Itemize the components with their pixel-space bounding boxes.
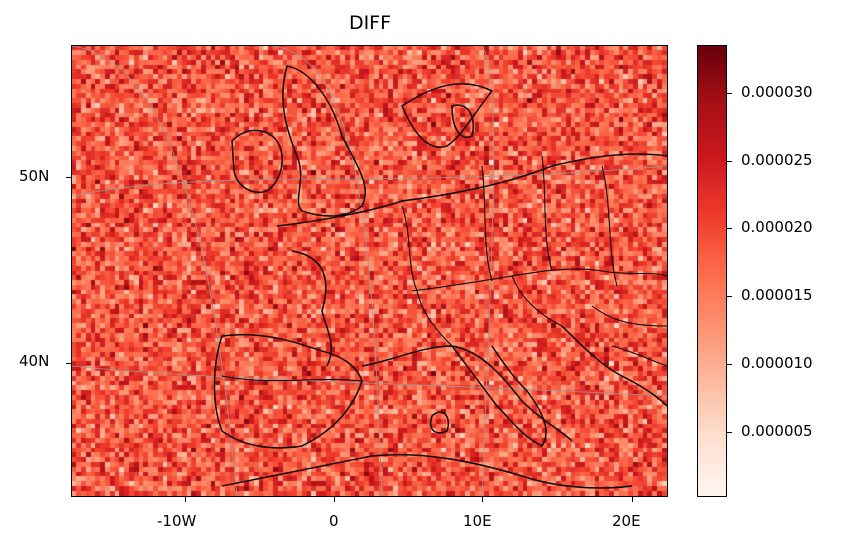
sardinia-outline: [430, 411, 449, 434]
iberia-outline: [213, 333, 363, 449]
lat-tick-mark: [66, 363, 71, 364]
coastlines: [213, 65, 667, 489]
north-africa-coast: [221, 454, 633, 489]
lon-tick-label: 0: [329, 512, 339, 530]
colorbar-tick-label: 0.000005: [741, 422, 813, 440]
italy-outline: [451, 345, 547, 447]
colorbar-tick-label: 0.000030: [741, 83, 813, 101]
colorbar-tick: [727, 296, 732, 297]
colorbar-tick-label: 0.000010: [741, 354, 813, 372]
lon-tick-mark: [185, 497, 186, 502]
colorbar-tick-label: 0.000025: [741, 151, 813, 169]
lon-tick-label: 20E: [612, 512, 641, 530]
colorbar: [697, 45, 727, 497]
adriatic-east-coast: [561, 325, 667, 407]
country-borders: [221, 155, 667, 382]
scandinavia-outline: [401, 83, 494, 148]
lon-tick-mark: [482, 497, 483, 502]
lon-tick-mark: [632, 497, 633, 502]
colorbar-tick: [727, 93, 732, 94]
colorbar-tick-label: 0.000020: [741, 218, 813, 236]
ireland-outline: [231, 129, 283, 193]
britain-outline: [282, 65, 366, 217]
lat-tick-mark: [66, 177, 71, 178]
denmark-outline: [451, 104, 474, 138]
graticule: [72, 46, 667, 496]
lon-tick-label: -10W: [157, 512, 197, 530]
map-title: DIFF: [348, 12, 392, 34]
heatmap-field: [72, 46, 667, 496]
colorbar-tick: [727, 432, 732, 433]
lat-tick-label: 50N: [19, 167, 50, 185]
mediterranean-north-coast: [361, 345, 573, 442]
colorbar-tick-label: 0.000015: [741, 286, 813, 304]
map-overlay: [72, 46, 667, 496]
colorbar-tick: [727, 228, 732, 229]
map-panel[interactable]: [71, 45, 668, 497]
north-coast: [276, 153, 667, 227]
lat-tick-label: 40N: [19, 352, 50, 370]
colorbar-tick: [727, 161, 732, 162]
france-west-coast: [291, 250, 332, 367]
lon-tick-mark: [334, 497, 335, 502]
lon-tick-label: 10E: [463, 512, 492, 530]
colorbar-tick: [727, 364, 732, 365]
